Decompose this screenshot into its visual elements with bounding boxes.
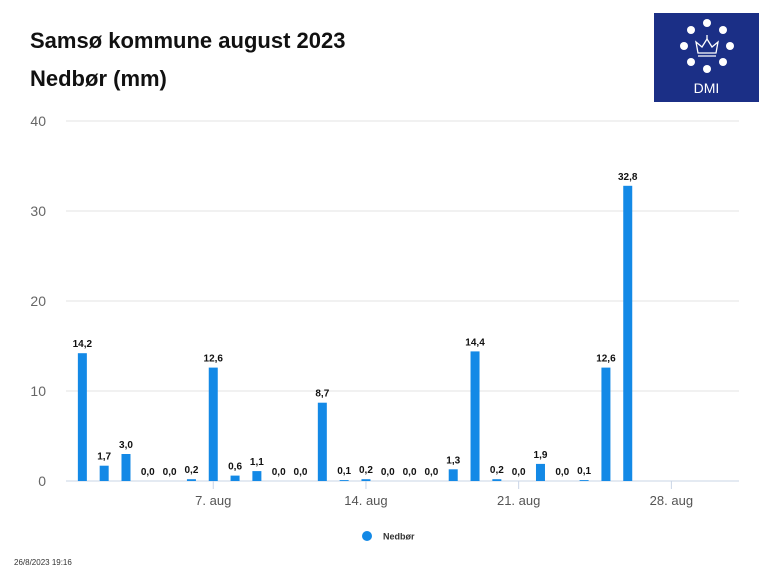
bar [579, 480, 589, 481]
data-label: 1,1 [250, 457, 264, 468]
data-label: 0,0 [163, 467, 177, 478]
bar [492, 479, 502, 481]
chart-title: Samsø kommune august 2023 [30, 28, 346, 53]
data-label: 0,1 [577, 466, 591, 477]
data-label: 1,9 [534, 450, 548, 461]
x-tick-label: 14. aug [344, 493, 387, 508]
data-label: 0,0 [141, 467, 155, 478]
bar [361, 479, 371, 481]
data-label: 0,0 [294, 467, 308, 478]
bar [99, 465, 109, 481]
data-label: 0,6 [228, 462, 242, 473]
bar [623, 185, 633, 482]
data-label: 0,0 [512, 467, 526, 478]
x-tick-label: 21. aug [497, 493, 540, 508]
data-label: 8,7 [315, 389, 329, 400]
bar [208, 367, 218, 481]
bar [186, 479, 196, 481]
data-label: 14,4 [465, 337, 485, 348]
data-label: 0,0 [272, 467, 286, 478]
timestamp: 26/8/2023 19:16 [14, 558, 72, 567]
data-label: 0,2 [490, 465, 504, 476]
data-label: 12,6 [204, 354, 224, 365]
data-label: 12,6 [596, 354, 616, 365]
bar [317, 402, 327, 481]
data-label: 0,0 [381, 467, 395, 478]
logo-text: DMI [693, 80, 720, 96]
y-tick-label: 0 [38, 473, 46, 489]
bar [252, 471, 262, 481]
legend-label: Nedbør [383, 532, 415, 542]
data-label: 0,0 [555, 467, 569, 478]
bar [448, 469, 458, 481]
bar [470, 351, 480, 481]
bar [535, 463, 545, 481]
bar [601, 367, 611, 481]
data-label: 1,7 [97, 452, 111, 463]
data-label: 0,0 [403, 467, 417, 478]
data-label: 0,0 [424, 467, 438, 478]
dmi-logo: DMI [654, 13, 759, 102]
data-label: 3,0 [119, 440, 133, 451]
bar [77, 353, 87, 481]
data-label: 0,2 [184, 465, 198, 476]
x-tick-label: 7. aug [195, 493, 231, 508]
bar [339, 480, 349, 481]
y-tick-label: 40 [30, 113, 46, 129]
legend-marker [362, 531, 372, 541]
bar [121, 454, 131, 481]
data-label: 14,2 [73, 339, 93, 350]
data-label: 32,8 [618, 172, 638, 183]
crown-emblem-icon [680, 19, 734, 73]
chart-subtitle: Nedbør (mm) [30, 66, 167, 91]
data-label: 0,1 [337, 466, 351, 477]
data-label: 0,2 [359, 465, 373, 476]
y-tick-label: 20 [30, 293, 46, 309]
y-tick-label: 30 [30, 203, 46, 219]
x-tick-label: 28. aug [650, 493, 693, 508]
y-tick-label: 10 [30, 383, 46, 399]
data-label: 1,3 [446, 455, 460, 466]
bar [230, 475, 240, 481]
